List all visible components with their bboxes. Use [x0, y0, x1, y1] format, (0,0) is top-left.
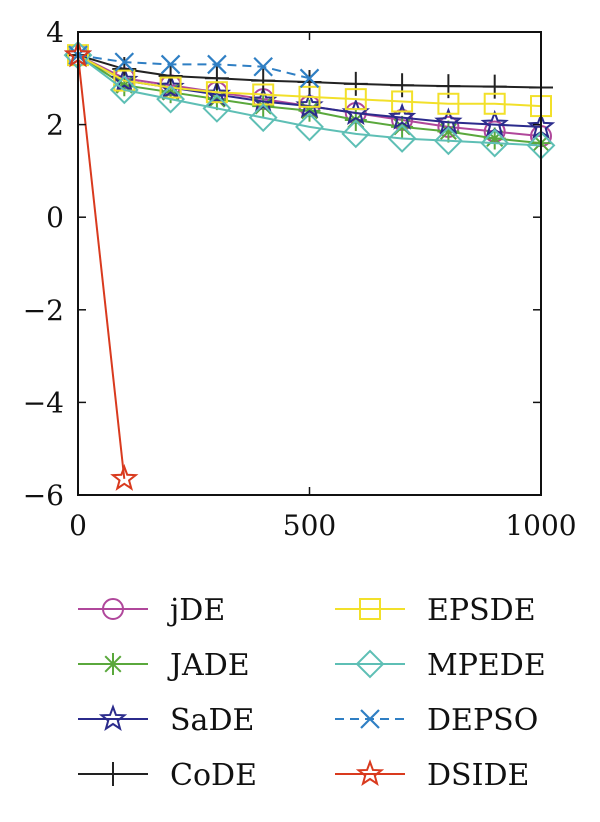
- square-marker: [205, 81, 228, 104]
- x-marker: [160, 54, 181, 75]
- star-marker: [110, 463, 139, 491]
- diamond-marker: [355, 649, 385, 679]
- diamond-marker: [433, 126, 463, 156]
- legend-item-mpede: MPEDE: [335, 648, 546, 683]
- square-marker: [483, 92, 506, 115]
- asterisk-marker: [102, 653, 124, 675]
- square-marker: [298, 85, 321, 108]
- diamond-marker: [156, 84, 186, 114]
- y-tick-label: 0: [46, 201, 64, 234]
- axes: 420−2−4−60 500 1000: [23, 16, 577, 542]
- star-marker: [98, 704, 128, 732]
- circle-marker: [102, 598, 124, 620]
- plus-marker: [343, 71, 368, 96]
- legend-item-code: CoDE: [78, 758, 257, 793]
- legend-item-jde: jDE: [78, 593, 225, 628]
- legend-label: JADE: [167, 648, 250, 683]
- y-tick-label: −2: [23, 294, 64, 327]
- x-marker: [207, 54, 227, 75]
- legend-label: SaDE: [170, 703, 254, 738]
- series-line: [77, 55, 126, 479]
- x-marker: [114, 52, 135, 72]
- star-marker: [156, 72, 185, 100]
- series-jade: [67, 44, 552, 155]
- plus-marker: [158, 63, 183, 88]
- series-depso: [68, 45, 320, 89]
- legend-item-depso: DEPSO: [335, 703, 538, 738]
- legend-label: EPSDE: [427, 593, 536, 628]
- plus-marker: [101, 762, 125, 786]
- legend-item-dside: DSIDE: [335, 758, 529, 793]
- square-marker: [359, 598, 381, 620]
- star-marker: [355, 759, 385, 787]
- plus-marker: [297, 70, 322, 95]
- plus-marker: [390, 73, 415, 98]
- plot-area: [63, 40, 556, 491]
- legend-label: MPEDE: [427, 648, 546, 683]
- star-marker: [387, 102, 417, 130]
- x-tick-label: 0: [69, 509, 87, 542]
- legend-label: DSIDE: [427, 758, 529, 793]
- square-marker: [344, 88, 367, 111]
- legend-item-jade: JADE: [78, 648, 250, 683]
- y-tick-label: 4: [46, 16, 64, 49]
- legend-item-sade: SaDE: [78, 703, 254, 738]
- legend-label: CoDE: [170, 758, 257, 793]
- square-marker: [391, 90, 414, 113]
- legend-label: jDE: [167, 593, 225, 628]
- series-code: [66, 43, 553, 100]
- series-line: [77, 54, 542, 147]
- x-marker: [299, 68, 320, 89]
- x-tick-label: 500: [283, 509, 336, 542]
- series-dside: [63, 40, 139, 491]
- legend-label: DEPSO: [427, 703, 538, 738]
- diamond-marker: [248, 103, 278, 133]
- x-marker: [360, 709, 380, 729]
- x-marker: [253, 56, 273, 77]
- square-marker: [437, 92, 460, 115]
- diamond-marker: [341, 119, 371, 149]
- diamond-marker: [202, 93, 232, 123]
- diamond-marker: [480, 128, 510, 158]
- x-tick-label: 1000: [505, 509, 576, 542]
- y-tick-label: −4: [23, 386, 64, 419]
- diamond-marker: [387, 124, 417, 153]
- square-marker: [159, 76, 182, 99]
- plus-marker: [251, 68, 276, 93]
- plus-marker: [482, 74, 507, 99]
- diamond-marker: [295, 112, 324, 142]
- y-tick-label: −6: [23, 479, 64, 512]
- y-tick-label: 2: [46, 109, 64, 142]
- star-marker: [295, 91, 324, 119]
- star-marker: [249, 86, 278, 114]
- legend: jDE JADE SaDE CoDE EPSDE MPEDE DEPSO DSIDE: [78, 593, 546, 793]
- series-line: [77, 54, 542, 108]
- legend-item-epsde: EPSDE: [335, 593, 536, 628]
- diamond-marker: [109, 75, 139, 105]
- plus-marker: [204, 66, 229, 91]
